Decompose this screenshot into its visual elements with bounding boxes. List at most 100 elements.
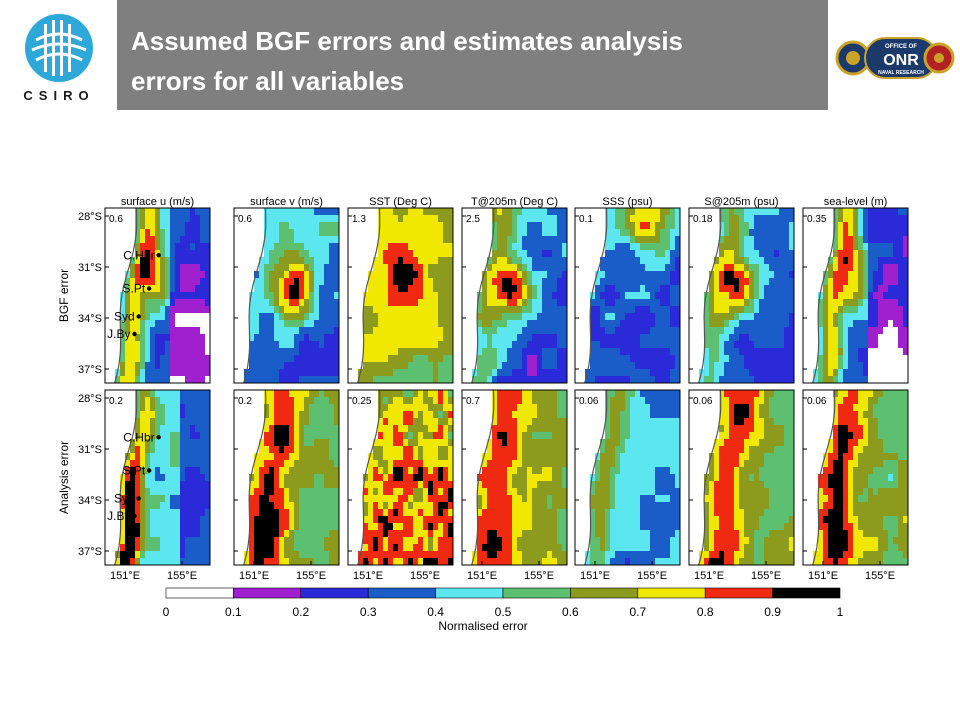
heatmap-cell <box>655 502 661 510</box>
heatmap-cell <box>522 243 528 251</box>
heatmap-cell <box>150 439 156 447</box>
heatmap-cell <box>398 243 404 251</box>
heatmap-cell <box>190 292 196 300</box>
heatmap-cell <box>734 348 740 356</box>
heatmap-cell <box>388 474 394 482</box>
heatmap-cell <box>150 404 156 412</box>
heatmap-cell <box>709 362 715 370</box>
heatmap-cell <box>130 495 136 503</box>
heatmap-cell <box>640 418 646 426</box>
heatmap-cell <box>279 474 285 482</box>
heatmap-cell <box>135 460 141 468</box>
heatmap-cell <box>324 474 330 482</box>
heatmap-cell <box>497 509 503 517</box>
heatmap-cell <box>517 404 523 412</box>
heatmap-cell <box>724 243 730 251</box>
heatmap-cell <box>155 544 161 552</box>
heatmap-cell <box>635 488 641 496</box>
heatmap-cell <box>170 320 176 328</box>
heatmap-cell <box>650 229 656 237</box>
heatmap-cell <box>610 355 616 363</box>
heatmap-cell <box>279 530 285 538</box>
heatmap-cell <box>294 369 300 377</box>
heatmap-cell <box>185 474 191 482</box>
heatmap-cell <box>610 369 616 377</box>
heatmap-cell <box>769 306 775 314</box>
heatmap-cell <box>185 432 191 440</box>
heatmap-cell <box>724 299 730 307</box>
heatmap-cell <box>610 390 616 398</box>
heatmap-cell <box>547 229 553 237</box>
heatmap-cell <box>155 264 161 272</box>
heatmap-cell <box>605 348 611 356</box>
heatmap-cell <box>729 355 735 363</box>
heatmap-cell <box>709 341 715 349</box>
heatmap-cell <box>873 313 879 321</box>
heatmap-cell <box>259 327 265 335</box>
heatmap-cell <box>205 390 210 398</box>
coastline <box>812 208 836 383</box>
heatmap-cell <box>324 208 330 216</box>
heatmap-cell <box>640 215 646 223</box>
heatmap-cell <box>562 502 567 510</box>
heatmap-cell <box>709 376 715 383</box>
heatmap-cell <box>423 278 429 286</box>
heatmap-cell <box>719 229 725 237</box>
heatmap-cell <box>413 495 419 503</box>
heatmap-cell <box>190 481 196 489</box>
heatmap-cell <box>398 250 404 258</box>
heatmap-cell <box>610 502 616 510</box>
heatmap-cell <box>329 418 335 426</box>
heatmap-cell <box>848 208 854 216</box>
heatmap-cell <box>497 558 503 565</box>
heatmap-cell <box>205 250 210 258</box>
heatmap-cell <box>264 467 270 475</box>
heatmap-cell <box>552 481 558 489</box>
heatmap-cell <box>195 460 201 468</box>
heatmap-cell <box>645 488 651 496</box>
heatmap-cell <box>289 376 295 383</box>
heatmap-cell <box>274 404 280 412</box>
heatmap-cell <box>630 341 636 349</box>
heatmap-cell <box>888 369 894 377</box>
heatmap-cell <box>314 418 320 426</box>
heatmap-cell <box>522 418 528 426</box>
heatmap-cell <box>388 208 394 216</box>
heatmap-cell <box>324 397 330 405</box>
heatmap-cell <box>774 215 780 223</box>
heatmap-cell <box>512 509 518 517</box>
heatmap-cell <box>309 369 315 377</box>
heatmap-cell <box>160 334 166 342</box>
heatmap-cell <box>428 355 434 363</box>
heatmap-cell <box>744 257 750 265</box>
heatmap-cell <box>873 341 879 349</box>
heatmap-cell <box>324 306 330 314</box>
heatmap-cell <box>552 397 558 405</box>
heatmap-cell <box>714 299 720 307</box>
heatmap-cell <box>502 271 508 279</box>
heatmap-cell <box>838 334 844 342</box>
heatmap-cell <box>823 334 829 342</box>
heatmap-cell <box>135 523 141 531</box>
heatmap-cell <box>304 502 310 510</box>
heatmap-cell <box>279 453 285 461</box>
heatmap-cell <box>729 376 735 383</box>
heatmap-cell <box>754 278 760 286</box>
heatmap-cell <box>522 488 528 496</box>
heatmap-cell <box>150 264 156 272</box>
heatmap-cell <box>363 320 369 328</box>
heatmap-cell <box>334 348 339 356</box>
map-panel <box>689 208 794 383</box>
heatmap-cell <box>512 348 518 356</box>
heatmap-cell <box>378 390 384 398</box>
heatmap-cell <box>160 327 166 335</box>
heatmap-cell <box>512 467 518 475</box>
heatmap-cell <box>448 306 453 314</box>
heatmap-cell <box>418 320 424 328</box>
heatmap-cell <box>314 537 320 545</box>
heatmap-cell <box>507 516 513 524</box>
heatmap-cell <box>595 341 601 349</box>
heatmap-cell <box>249 327 255 335</box>
heatmap-cell <box>115 558 121 565</box>
heatmap-cell <box>170 257 176 265</box>
